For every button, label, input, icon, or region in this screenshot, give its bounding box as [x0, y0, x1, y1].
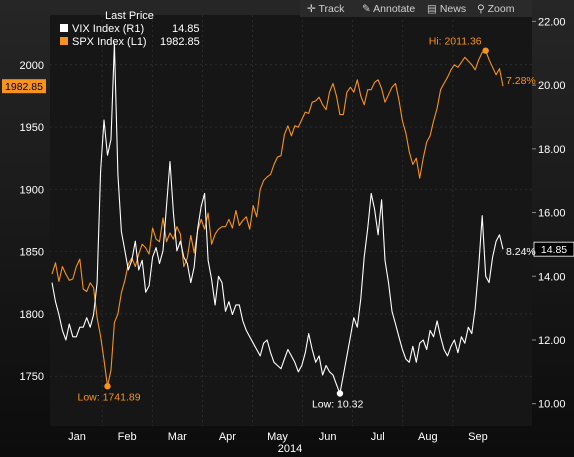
plot-area [50, 15, 532, 426]
spx-legend-swatch [60, 37, 68, 45]
vix-legend-name: VIX Index (R1) [72, 23, 144, 35]
right-axis-tick-label: 12.00 [538, 335, 566, 347]
vix-legend-value: 14.85 [172, 23, 200, 35]
annotation-marker [104, 383, 111, 390]
x-axis-month-label: Feb [118, 431, 137, 443]
left-axis-tick-label: 1850 [20, 247, 44, 259]
legend-header: Last Price [105, 10, 154, 22]
right-axis-tick-label: 16.00 [538, 208, 566, 220]
annotate-button[interactable]: ✎ Annotate [362, 3, 415, 15]
spx-legend-name: SPX Index (L1) [72, 36, 147, 48]
spx-last-value-box [2, 79, 46, 94]
vix-series-line [51, 43, 504, 395]
vix-change-label: 8.24% [506, 246, 536, 258]
right-axis-tick-label: 22.00 [538, 16, 566, 28]
left-axis-tick-label: 1750 [20, 371, 44, 383]
series [51, 43, 504, 395]
vix-legend-swatch [60, 24, 68, 32]
right-axis-tick-label: 14.00 [538, 271, 566, 283]
x-axis-month-label: Apr [219, 431, 236, 443]
right-axis-tick-label: 10.00 [538, 399, 566, 411]
x-axis-year-label: 2014 [278, 443, 302, 455]
right-axis-tick-label: 18.00 [538, 144, 566, 156]
annotation-label: Low: 1741.89 [78, 391, 141, 403]
x-axis-month-label: May [267, 431, 288, 443]
news-button[interactable]: ▤ News [427, 3, 466, 15]
spx-change-label: 7.28% [506, 75, 536, 87]
x-axis-month-label: Jun [319, 431, 337, 443]
spx-legend-value: 1982.85 [160, 36, 200, 48]
spx-series-line [51, 50, 504, 387]
right-axis-tick-label: 20.00 [538, 80, 566, 92]
vix-last-value-box [533, 241, 574, 257]
legend: Last Price VIX Index (R1) 14.85 SPX Inde… [60, 10, 200, 48]
left-axis-tick-label: 1900 [20, 184, 44, 196]
track-button[interactable]: ✛ Track [307, 3, 345, 15]
annotation-marker [482, 47, 489, 54]
axes: 1750 1800 1850 1900 1950 2000 10.00 12.00 14.00 1… [20, 16, 566, 455]
spx-last-value: 1982.85 [5, 81, 43, 93]
toolbar: ✛ Track ✎ Annotate ▤ News ⚲ Zoom [300, 0, 532, 17]
x-axis-month-label: Mar [168, 431, 187, 443]
vix-last-value: 14.85 [541, 244, 567, 256]
x-axis-month-label: Sep [468, 431, 488, 443]
annotation-label: Hi: 2011.36 [429, 36, 482, 48]
x-axis-month-label: Aug [418, 431, 438, 443]
x-axis-month-label: Jul [371, 431, 385, 443]
annotation-marker [336, 390, 344, 397]
left-axis-tick-label: 1950 [20, 122, 44, 134]
labels: Hi: 2011.36 Low: 1741.89 Low: 10.32 1982.85… [2, 36, 574, 411]
left-axis-tick-label: 2000 [20, 60, 44, 72]
x-axis-month-label: Jan [68, 431, 86, 443]
grid [50, 15, 532, 426]
left-axis-tick-label: 1800 [20, 309, 44, 321]
annotation-label: Low: 10.32 [312, 399, 364, 411]
zoom-button[interactable]: ⚲ Zoom [477, 3, 515, 15]
